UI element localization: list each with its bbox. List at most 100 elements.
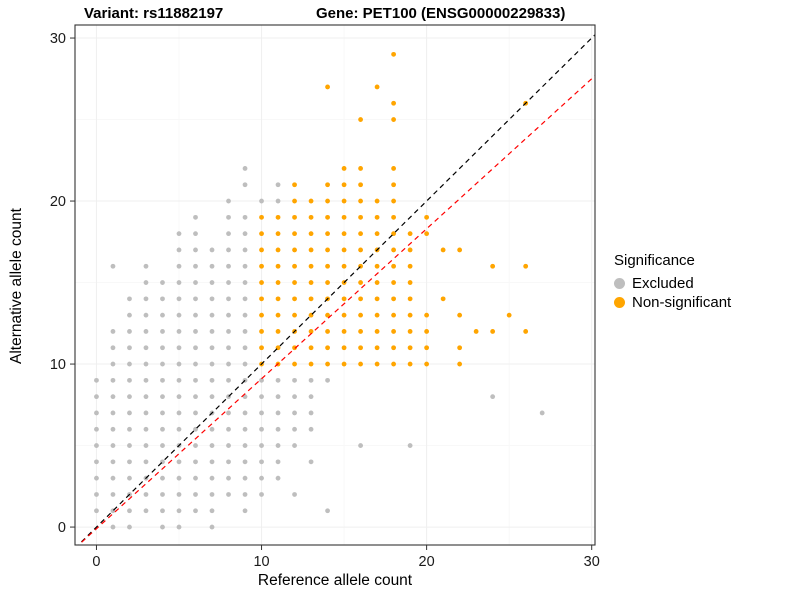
scatter-point bbox=[160, 312, 165, 318]
scatter-point bbox=[226, 263, 231, 269]
x-tick-label: 20 bbox=[419, 554, 435, 570]
x-tick-label: 0 bbox=[92, 554, 100, 570]
y-tick-label: 0 bbox=[58, 520, 66, 536]
scatter-point bbox=[143, 426, 149, 432]
scatter-point bbox=[242, 475, 248, 481]
scatter-point bbox=[457, 345, 463, 351]
scatter-point bbox=[424, 312, 430, 318]
scatter-point bbox=[325, 263, 330, 269]
scatter-point bbox=[193, 231, 198, 237]
scatter-point bbox=[440, 296, 446, 302]
fit-line bbox=[77, 75, 595, 545]
scatter-point bbox=[143, 492, 149, 497]
scatter-point bbox=[275, 459, 281, 465]
scatter-point bbox=[110, 459, 116, 465]
panel-border bbox=[74, 24, 596, 546]
scatter-point bbox=[358, 166, 363, 171]
scatter-point bbox=[308, 329, 314, 334]
scatter-point bbox=[374, 312, 380, 318]
scatter-point bbox=[292, 377, 297, 383]
scatter-point bbox=[209, 459, 215, 465]
scatter-point bbox=[259, 312, 264, 318]
scatter-point bbox=[160, 296, 165, 302]
identity-line bbox=[77, 34, 595, 545]
scatter-point bbox=[94, 508, 99, 514]
scatter-point bbox=[94, 459, 99, 465]
scatter-point bbox=[143, 459, 149, 465]
scatter-point bbox=[127, 524, 132, 530]
scatter-point bbox=[176, 426, 182, 432]
scatter-point bbox=[308, 198, 314, 204]
scatter-point bbox=[292, 443, 297, 448]
scatter-point bbox=[325, 361, 330, 367]
scatter-point bbox=[259, 410, 264, 416]
scatter-point bbox=[193, 475, 198, 481]
scatter-point bbox=[391, 312, 397, 318]
scatter-point bbox=[308, 263, 314, 269]
scatter-point bbox=[391, 117, 397, 122]
scatter-point bbox=[259, 459, 264, 465]
scatter-point bbox=[292, 280, 297, 285]
scatter-point bbox=[209, 263, 215, 269]
scatter-point bbox=[143, 312, 149, 318]
scatter-point bbox=[209, 312, 215, 318]
scatter-point bbox=[209, 247, 215, 253]
scatter-point bbox=[275, 182, 281, 188]
excluded-dot-icon bbox=[614, 278, 625, 289]
scatter-point bbox=[457, 361, 463, 367]
scatter-point bbox=[292, 247, 297, 253]
scatter-point bbox=[341, 231, 347, 237]
scatter-point bbox=[259, 280, 264, 285]
scatter-point bbox=[160, 443, 165, 448]
scatter-point bbox=[209, 329, 215, 334]
scatter-point bbox=[176, 492, 182, 497]
scatter-point bbox=[539, 410, 545, 416]
scatter-point bbox=[424, 329, 430, 334]
scatter-point bbox=[127, 329, 132, 334]
scatter-point bbox=[374, 231, 380, 237]
scatter-point bbox=[275, 296, 281, 302]
scatter-point bbox=[325, 231, 330, 237]
scatter-point bbox=[374, 345, 380, 351]
scatter-point bbox=[176, 524, 182, 530]
scatter-point bbox=[127, 377, 132, 383]
scatter-point bbox=[160, 361, 165, 367]
scatter-point bbox=[407, 329, 413, 334]
scatter-point bbox=[176, 345, 182, 351]
scatter-point bbox=[226, 198, 231, 204]
scatter-point bbox=[160, 426, 165, 432]
scatter-point bbox=[259, 443, 264, 448]
scatter-point bbox=[308, 296, 314, 302]
scatter-point bbox=[193, 312, 198, 318]
scatter-point bbox=[292, 198, 297, 204]
scatter-point bbox=[143, 263, 149, 269]
scatter-point bbox=[259, 263, 264, 269]
scatter-point bbox=[242, 263, 248, 269]
scatter-point bbox=[94, 443, 99, 448]
scatter-point bbox=[242, 345, 248, 351]
scatter-point bbox=[391, 198, 397, 204]
scatter-point bbox=[143, 508, 149, 514]
scatter-point bbox=[407, 361, 413, 367]
scatter-point bbox=[242, 459, 248, 465]
scatter-point bbox=[275, 377, 281, 383]
legend-item-excluded: Excluded bbox=[614, 275, 731, 292]
scatter-point bbox=[226, 459, 231, 465]
scatter-point bbox=[226, 492, 231, 497]
scatter-point bbox=[94, 394, 99, 400]
scatter-point bbox=[209, 443, 215, 448]
scatter-point bbox=[259, 247, 264, 253]
scatter-point bbox=[209, 296, 215, 302]
scatter-point bbox=[176, 459, 182, 465]
scatter-point bbox=[308, 426, 314, 432]
scatter-point bbox=[242, 410, 248, 416]
scatter-point bbox=[358, 345, 363, 351]
scatter-point bbox=[242, 166, 248, 171]
y-axis-label: Alternative allele count bbox=[8, 208, 25, 364]
scatter-point bbox=[176, 377, 182, 383]
scatter-point bbox=[308, 377, 314, 383]
scatter-point bbox=[391, 100, 397, 106]
scatter-point bbox=[275, 426, 281, 432]
